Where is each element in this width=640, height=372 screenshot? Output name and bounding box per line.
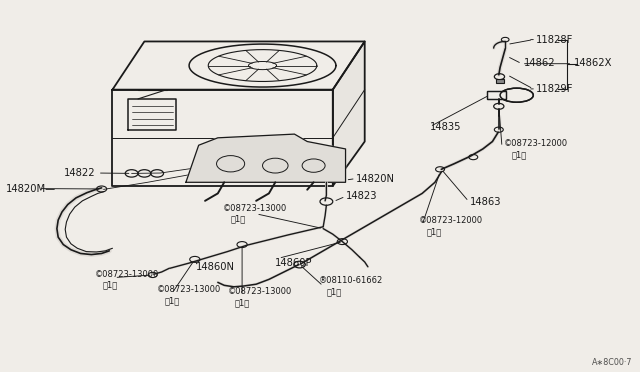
Text: 14822: 14822 (63, 168, 95, 178)
Polygon shape (208, 49, 317, 81)
Text: ©08723-13000: ©08723-13000 (227, 288, 292, 296)
Text: 11828F: 11828F (536, 35, 573, 45)
Text: ©08723-12000: ©08723-12000 (419, 216, 483, 225)
Text: 14862: 14862 (524, 58, 556, 68)
Polygon shape (186, 134, 346, 182)
Text: （1）: （1） (427, 227, 442, 236)
Text: 14820N: 14820N (356, 174, 395, 184)
Text: 14823: 14823 (346, 191, 377, 201)
Text: （1）: （1） (326, 288, 342, 296)
Text: 14860N: 14860N (195, 262, 234, 272)
Bar (487, 91, 506, 99)
Text: A∗8C00·7: A∗8C00·7 (593, 358, 633, 367)
Text: （1）: （1） (103, 281, 118, 290)
Polygon shape (129, 99, 176, 131)
Text: ©08723-13000: ©08723-13000 (223, 204, 287, 213)
Polygon shape (113, 41, 365, 90)
Text: （1）: （1） (230, 215, 246, 224)
Text: （1）: （1） (511, 150, 527, 159)
Polygon shape (189, 44, 336, 87)
Polygon shape (113, 90, 333, 186)
Polygon shape (333, 41, 365, 186)
Text: （1）: （1） (235, 299, 250, 308)
Text: 14862X: 14862X (574, 58, 612, 68)
Text: ®08110-61662: ®08110-61662 (319, 276, 383, 285)
Text: （1）: （1） (165, 296, 180, 305)
Bar (496, 78, 504, 83)
Text: 11829F: 11829F (536, 84, 573, 94)
Text: 14835: 14835 (430, 122, 461, 132)
Text: ©08723-12000: ©08723-12000 (504, 139, 568, 148)
Text: 14860P: 14860P (275, 258, 313, 268)
Text: 14820M—: 14820M— (6, 184, 56, 193)
Text: ©08723-13000: ©08723-13000 (157, 285, 221, 294)
Text: ©08723-13000: ©08723-13000 (95, 270, 159, 279)
Bar (487, 91, 506, 99)
Ellipse shape (500, 88, 533, 102)
Text: 14863: 14863 (470, 196, 502, 206)
